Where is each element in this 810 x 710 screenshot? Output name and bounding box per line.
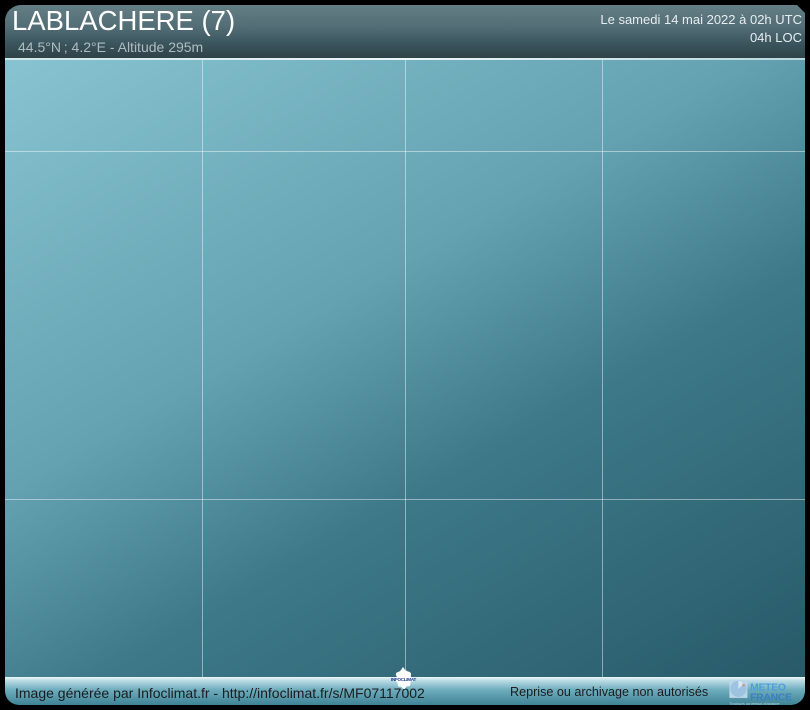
svg-text:Toujours un temps d'avance: Toujours un temps d'avance (729, 701, 780, 705)
svg-text:INFOCLIMAT: INFOCLIMAT (391, 677, 416, 682)
svg-text:METEO: METEO (750, 683, 786, 694)
